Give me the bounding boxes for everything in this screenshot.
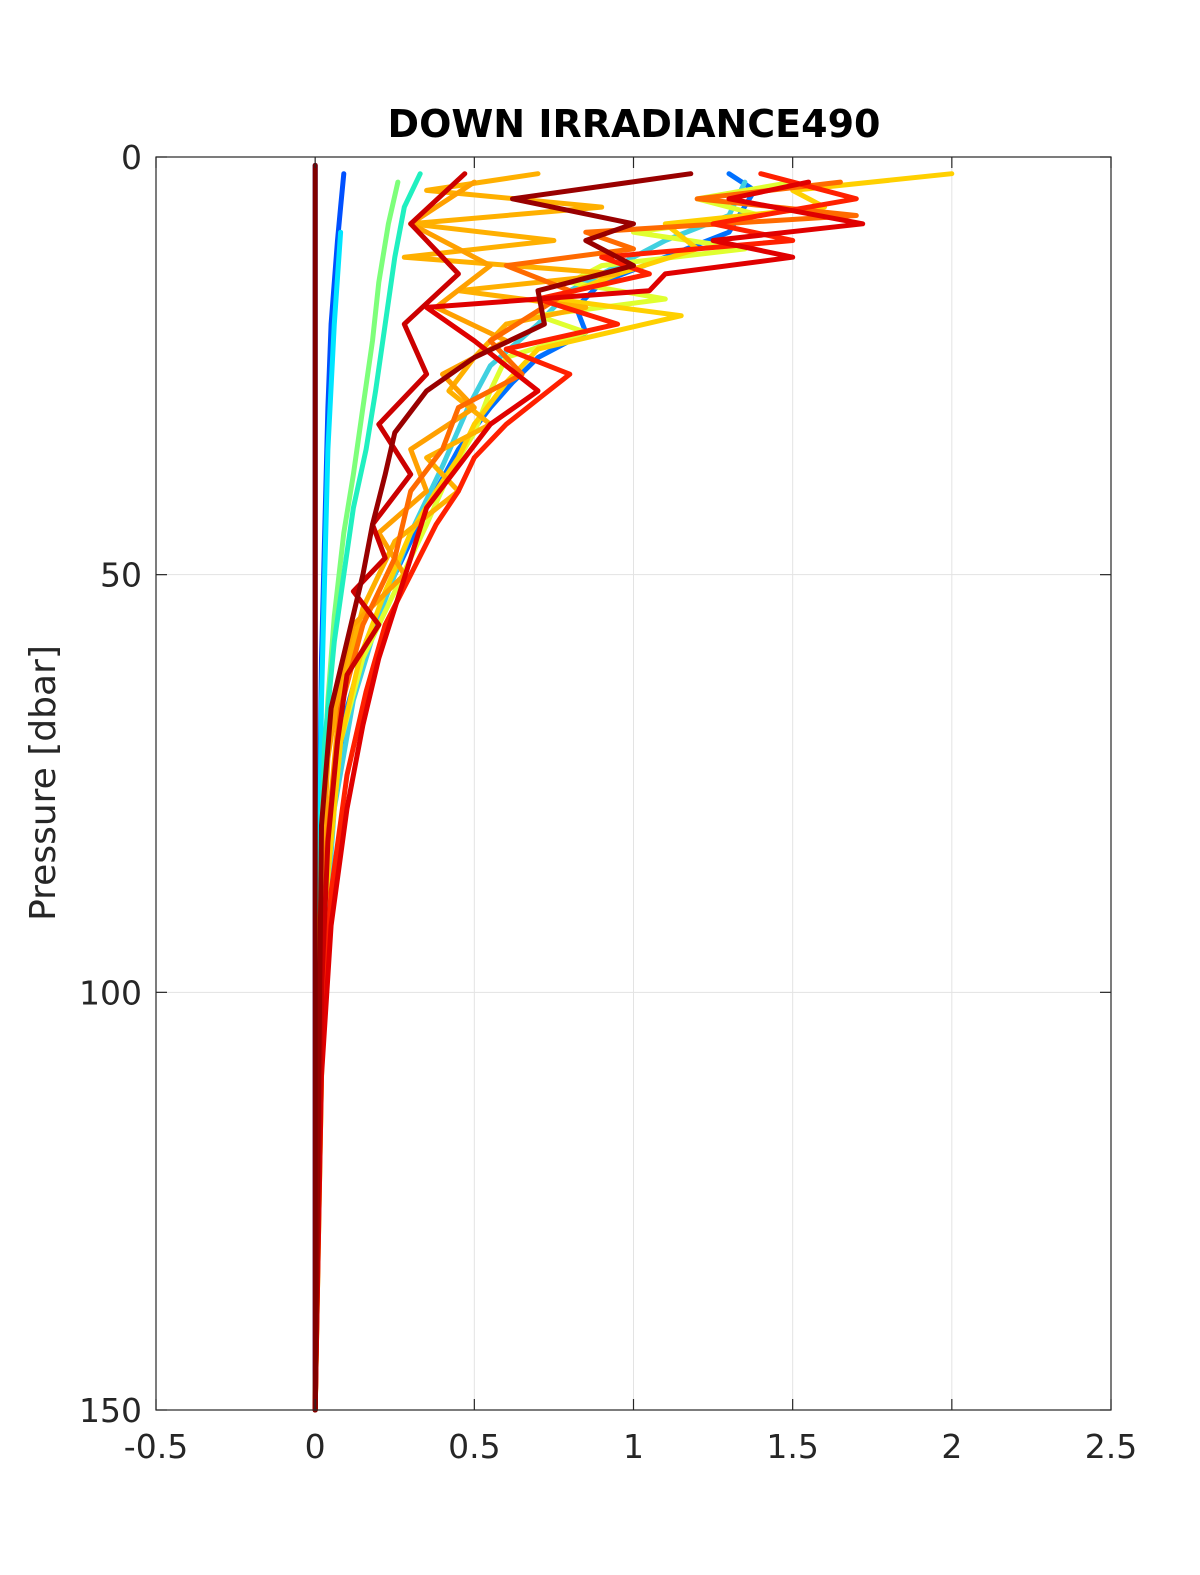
y-tick-label: 100: [79, 973, 142, 1012]
series-line-12: [312, 179, 859, 1413]
y-tick-label: 0: [121, 138, 142, 177]
series-line-11: [312, 179, 509, 1413]
x-tick-label: 1.5: [766, 1427, 818, 1466]
y-tick-label: 50: [100, 556, 142, 595]
series-group: [312, 162, 955, 1413]
x-tick-label: 2.5: [1085, 1427, 1137, 1466]
x-tick-label: 0.5: [448, 1427, 500, 1466]
x-tick-label: -0.5: [124, 1427, 188, 1466]
x-tick-label: 1: [623, 1427, 644, 1466]
x-tick-label: 2: [941, 1427, 962, 1466]
series-line-14: [312, 179, 866, 1413]
y-axis-label: Pressure [dbar]: [23, 645, 64, 921]
series-line-16: [312, 171, 694, 1413]
series-line-13: [312, 171, 859, 1413]
chart-title: DOWN IRRADIANCE490: [388, 102, 881, 146]
axis-ticks: -0.5 0 0.5 1 1.5 2 2.5 0 50 100 150: [79, 138, 1137, 1466]
series-line-15: [312, 171, 468, 1413]
x-tick-label: 0: [305, 1427, 326, 1466]
y-tick-label: 150: [79, 1391, 142, 1430]
